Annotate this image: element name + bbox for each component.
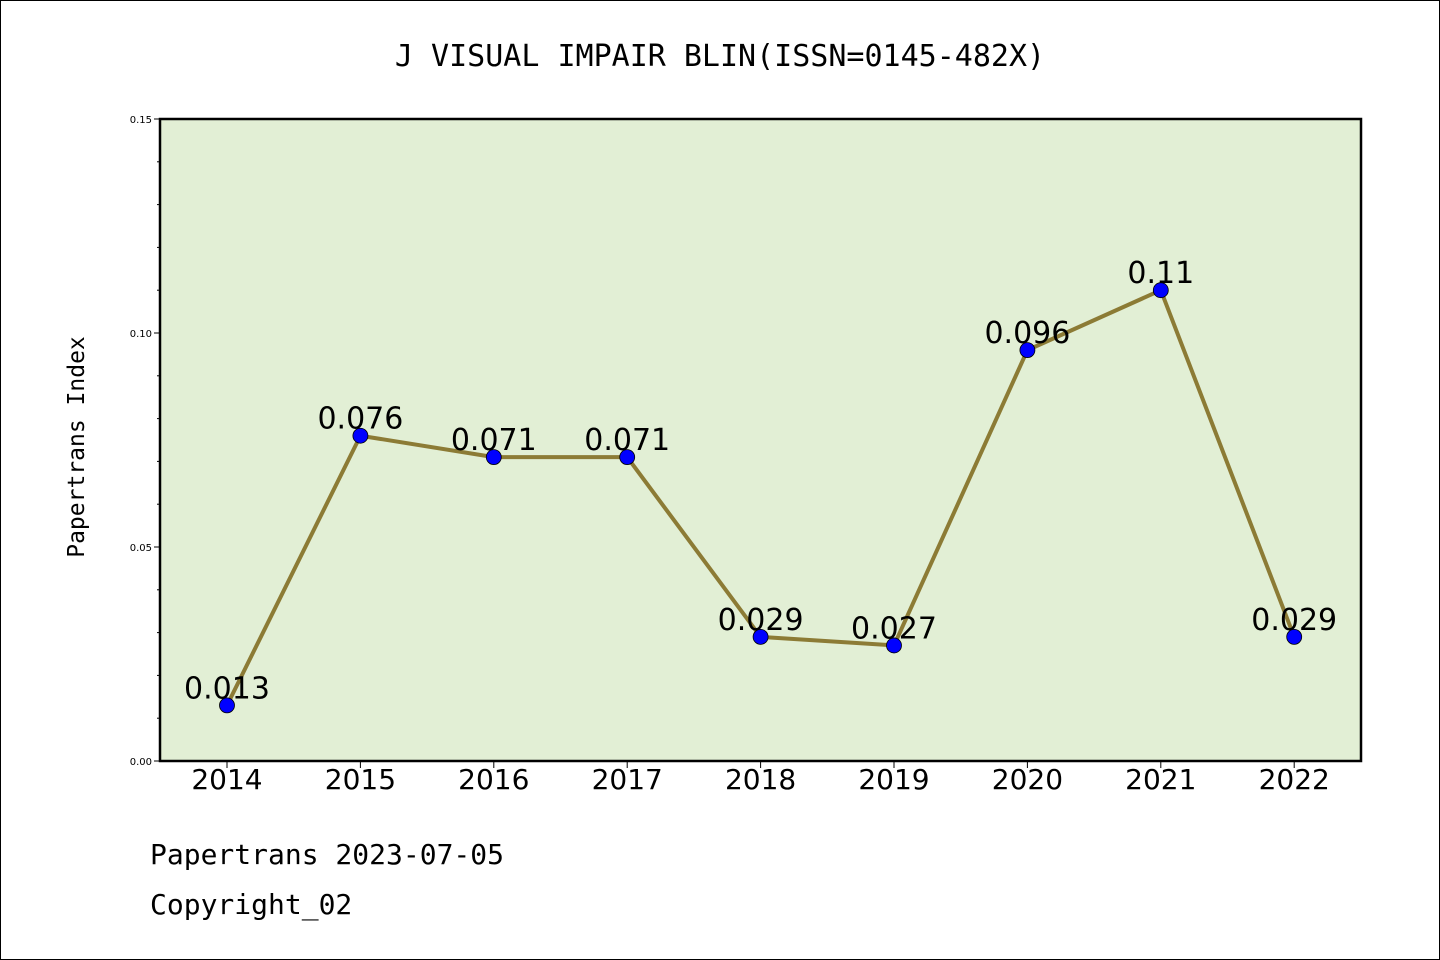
y-tick-label: 0.00 — [130, 757, 152, 768]
x-tick-label: 2017 — [592, 763, 663, 796]
markers-group — [219, 282, 1303, 714]
y-tick-label: 0.15 — [130, 115, 152, 126]
x-tick-label: 2014 — [191, 763, 262, 796]
data-label: 0.071 — [584, 423, 670, 458]
y-tick-label: 0.10 — [130, 329, 152, 340]
data-label: 0.027 — [851, 611, 937, 646]
data-point — [1152, 282, 1169, 299]
y-tick-label: 0.05 — [130, 543, 152, 554]
x-tick-label: 2015 — [325, 763, 396, 796]
data-label: 0.029 — [1251, 603, 1337, 638]
data-point — [619, 449, 636, 466]
data-labels-group: 0.013 0.076 0.071 0.071 0.029 0.027 0.096 0.11 0… — [184, 256, 1337, 706]
data-point — [752, 628, 769, 645]
data-label: 0.096 — [984, 316, 1070, 351]
data-point — [352, 427, 369, 444]
data-point — [1019, 342, 1036, 359]
x-tick-label: 2016 — [458, 763, 529, 796]
x-axis: 2014 2015 2016 2017 2018 2019 2020 2021 2022 — [191, 761, 1330, 796]
data-point — [485, 449, 502, 466]
data-point — [219, 697, 235, 714]
footer-copyright: Copyright_02 — [150, 888, 352, 922]
plot-area — [158, 117, 1363, 763]
y-axis-label: Papertrans Index — [64, 336, 90, 558]
data-label: 0.076 — [317, 402, 403, 437]
data-point — [1286, 628, 1303, 645]
data-point — [886, 637, 902, 654]
footer-date: Papertrans 2023-07-05 — [150, 838, 504, 871]
x-tick-label: 2022 — [1259, 763, 1330, 796]
x-tick-label: 2020 — [992, 763, 1063, 796]
x-tick-label: 2021 — [1125, 763, 1196, 796]
x-tick-label: 2019 — [858, 763, 929, 796]
data-label: 0.071 — [451, 423, 537, 458]
data-label: 0.11 — [1127, 256, 1194, 291]
x-tick-label: 2018 — [725, 763, 796, 796]
data-label: 0.029 — [718, 603, 804, 638]
y-axis: 0.00 0.05 0.10 0.15 — [130, 115, 160, 768]
chart-title: J VISUAL IMPAIR BLIN(ISSN=0145-482X) — [395, 39, 1045, 74]
data-label: 0.013 — [184, 671, 270, 706]
